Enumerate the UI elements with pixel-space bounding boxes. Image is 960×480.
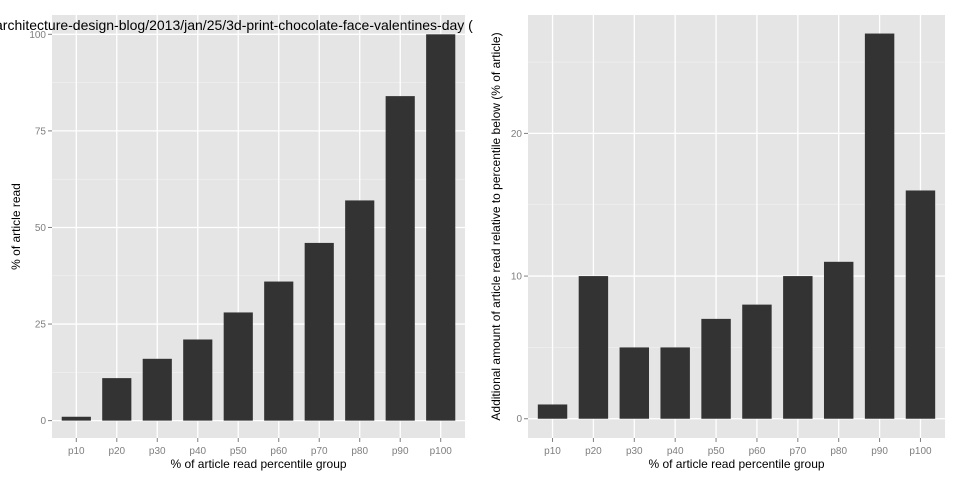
bar-p10 xyxy=(537,404,568,419)
x-tick-label: p40 xyxy=(667,446,684,457)
x-tick-label: p60 xyxy=(270,446,287,457)
x-tick-label: p20 xyxy=(108,446,125,457)
bar-p60 xyxy=(742,304,772,419)
x-tick-label: p70 xyxy=(311,446,328,457)
bar-p70 xyxy=(783,276,813,419)
bar-p90 xyxy=(864,33,895,419)
y-tick-label: 50 xyxy=(35,223,47,234)
y-axis-title: Additional amount of article read relati… xyxy=(489,32,503,420)
x-axis-title: % of article read percentile group xyxy=(170,457,346,471)
bar-p30 xyxy=(142,358,172,421)
bar-p40 xyxy=(183,339,213,421)
y-tick-label: 75 xyxy=(35,126,47,137)
x-tick-label: p40 xyxy=(189,446,206,457)
x-tick-label: p50 xyxy=(230,446,247,457)
bar-p100 xyxy=(426,34,456,421)
chart-right: 0 10 20 p10 p20 p30 p40 p50 p60 p70 p80 p90 p100 % of… xyxy=(489,15,945,471)
bar-p100 xyxy=(905,190,936,419)
x-tick-label: p30 xyxy=(149,446,166,457)
bar-p40 xyxy=(660,347,690,419)
x-tick-label: p10 xyxy=(544,446,561,457)
bar-p50 xyxy=(223,312,253,421)
y-tick-label: 25 xyxy=(35,320,47,331)
y-tick-label: 100 xyxy=(29,30,46,41)
x-tick-label: p50 xyxy=(708,446,725,457)
y-tick-label: 0 xyxy=(40,416,46,427)
x-tick-label: p20 xyxy=(585,446,602,457)
bar-p70 xyxy=(304,242,334,421)
x-tick-label: p80 xyxy=(351,446,368,457)
x-tick-label: p70 xyxy=(789,446,806,457)
x-tick-label: p10 xyxy=(68,446,85,457)
bar-p90 xyxy=(385,96,415,421)
bar-p50 xyxy=(701,318,731,419)
bar-p20 xyxy=(102,378,132,421)
bar-p20 xyxy=(578,276,609,419)
x-tick-label: p90 xyxy=(392,446,409,457)
bar-p10 xyxy=(61,416,91,421)
bar-p80 xyxy=(823,261,854,419)
chart-title: architecture-design-blog/2013/jan/25/3d-… xyxy=(0,17,473,33)
y-axis-title: % of article read xyxy=(9,183,23,270)
x-tick-label: p60 xyxy=(749,446,766,457)
y-tick-label: 0 xyxy=(516,414,522,425)
y-tick-label: 20 xyxy=(511,129,523,140)
bar-p80 xyxy=(345,200,375,421)
x-axis-title: % of article read percentile group xyxy=(648,457,824,471)
x-tick-label: p90 xyxy=(871,446,888,457)
y-tick-label: 10 xyxy=(511,272,523,283)
chart-left: 0 25 50 75 100 p10 p20 p30 p40 p50 p60 p70 p80 p90 p10… xyxy=(0,15,473,471)
x-tick-label: p100 xyxy=(430,446,453,457)
x-tick-label: p30 xyxy=(626,446,643,457)
bar-p30 xyxy=(619,347,650,419)
x-tick-label: p100 xyxy=(909,446,932,457)
x-tick-label: p80 xyxy=(830,446,847,457)
bar-p60 xyxy=(264,281,294,421)
